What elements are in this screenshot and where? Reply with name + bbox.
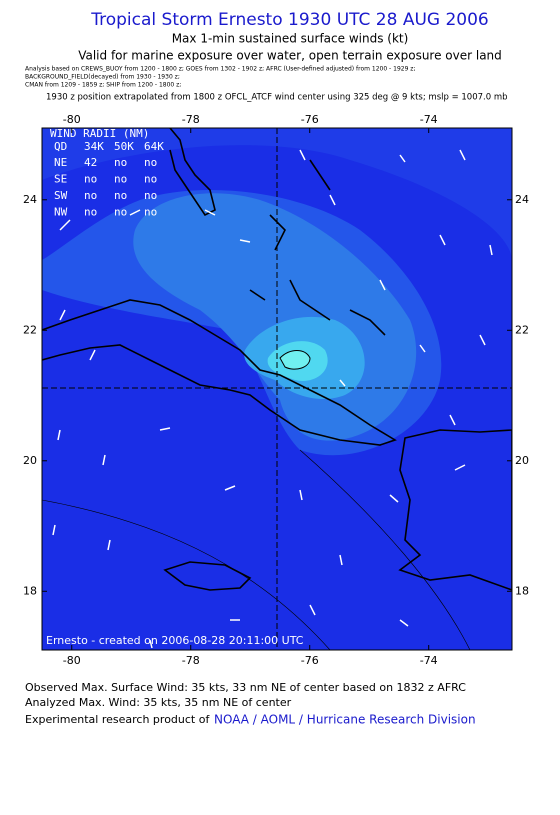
wind-radii-cell: no <box>144 156 157 169</box>
wind-radii-column: 64K <box>144 140 164 153</box>
x-tick-label: -76 <box>301 113 319 126</box>
link[interactable]: NOAA / AOML / Hurricane Research Divisio… <box>214 713 476 727</box>
observed: Observed Max. Surface Wind: 35 kts, 33 n… <box>25 681 466 694</box>
wind-radii-cell: no <box>144 206 157 219</box>
wind-radii-title: WIND RADII (NM) <box>50 127 149 140</box>
y-tick-label: 24 <box>515 193 529 206</box>
wind-radii-column: 50K <box>114 140 134 153</box>
x-tick-label: -78 <box>182 654 200 667</box>
wind-radii-column: 34K <box>84 140 104 153</box>
y-tick-label: 22 <box>23 323 37 336</box>
title: Tropical Storm Ernesto 1930 UTC 28 AUG 2… <box>90 10 489 30</box>
wind-radii-cell: 42 <box>84 156 97 169</box>
note: BACKGROUND_FIELD(decayed) from 1930 - 19… <box>25 74 180 81</box>
wind-radii-cell: no <box>84 206 97 219</box>
subtitle: Max 1-min sustained surface winds (kt) <box>172 32 409 46</box>
product: Experimental research product of <box>25 713 210 726</box>
contour <box>42 128 512 260</box>
wind-radii-column: QD <box>54 140 67 153</box>
x-tick-label: -76 <box>301 654 319 667</box>
y-tick-label: 20 <box>23 454 37 467</box>
x-tick-label: -74 <box>420 113 438 126</box>
wind-radii-cell: no <box>84 173 97 186</box>
wind-radii-cell: no <box>114 156 127 169</box>
coastline <box>42 128 512 591</box>
x-tick-label: -80 <box>63 654 81 667</box>
wind-radii-cell: no <box>84 189 97 202</box>
y-tick-label: 18 <box>23 584 37 597</box>
map-frame <box>41 127 513 651</box>
y-tick-label: 18 <box>515 584 529 597</box>
note: CMAN from 1209 - 1859 z; SHIP from 1200 … <box>25 82 181 89</box>
wind-radii-cell: NW <box>54 206 68 219</box>
contour <box>279 350 311 370</box>
wind-radii-cell: SE <box>54 173 67 186</box>
wind-radii-cell: SW <box>54 189 68 202</box>
position-note: 1930 z position extrapolated from 1800 z… <box>46 93 508 103</box>
wind-radii-cell: no <box>144 173 157 186</box>
note: Analysis based on CREWS_BUOY from 1200 -… <box>25 66 415 73</box>
y-tick-label: 20 <box>515 454 529 467</box>
y-tick-label: 22 <box>515 323 529 336</box>
contour-line <box>42 499 331 650</box>
x-tick-label: -78 <box>182 113 200 126</box>
wind-radii-cell: no <box>114 173 127 186</box>
wind-radii-cell: no <box>144 189 157 202</box>
map-area: WIND RADII (NM) QD 34K 50K 64K NE 42 no no SE no n… <box>42 127 512 650</box>
y-tick-label: 24 <box>23 193 37 206</box>
wind-radii-cell: NE <box>54 156 67 169</box>
analyzed: Analyzed Max. Wind: 35 kts, 35 nm NE of … <box>25 696 292 709</box>
contour-line <box>299 449 471 650</box>
wind-barbs <box>52 149 493 649</box>
validity: Valid for marine exposure over water, op… <box>78 49 502 63</box>
wind-radii-cell: no <box>114 206 127 219</box>
x-tick-label: -74 <box>420 654 438 667</box>
axis-labels: -80 -80 -78 -78 -76 -76 -74 -74 18 18 20 20 22 22 24 24 <box>23 113 529 667</box>
x-tick-label: -80 <box>63 113 81 126</box>
wind-radii-table: QD 34K 50K 64K NE 42 no no SE no no no SW no no no NW no n… <box>54 140 164 219</box>
wind-radii-cell: no <box>114 189 127 202</box>
credit: Ernesto - created on 2006-08-28 20:11:00… <box>46 634 304 647</box>
